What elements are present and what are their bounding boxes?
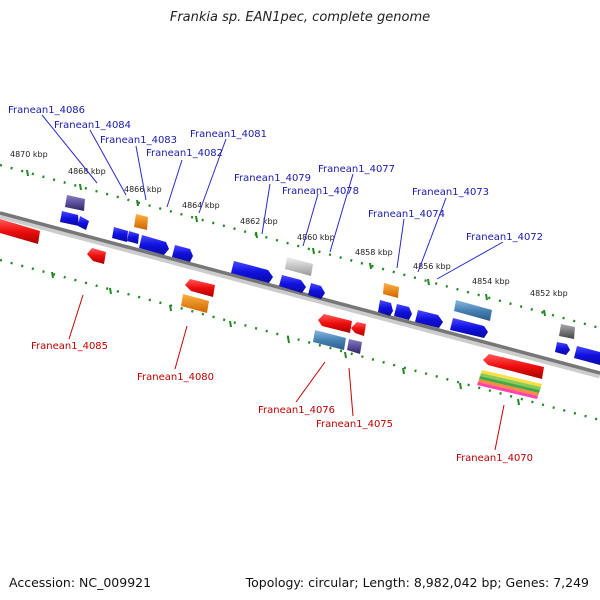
scale-label-4870: 4870 kbp xyxy=(10,150,48,159)
gene-feature-purple[interactable] xyxy=(347,339,362,354)
genome-backbone-shadow xyxy=(0,211,600,379)
gene-feature-gray[interactable] xyxy=(285,257,313,276)
gene-reverse[interactable] xyxy=(0,219,40,244)
gene-forward[interactable] xyxy=(231,261,273,283)
genome-summary-text: Topology: circular; Length: 8,982,042 bp… xyxy=(245,575,589,590)
gene-forward[interactable] xyxy=(78,216,89,230)
scale-label-4854: 4854 kbp xyxy=(472,277,510,286)
gene-label-franean1-4082[interactable]: Franean1_4082 xyxy=(146,148,223,159)
gene-reverse[interactable] xyxy=(87,248,106,264)
gene-forward[interactable] xyxy=(127,231,139,244)
gene-reverse[interactable] xyxy=(318,314,352,333)
gene-forward[interactable] xyxy=(308,283,325,299)
gene-label-franean1-4073[interactable]: Franean1_4073 xyxy=(412,187,489,198)
gene-label-franean1-4085[interactable]: Franean1_4085 xyxy=(31,341,108,352)
scale-line-upper xyxy=(0,163,600,330)
leader-lines-reverse xyxy=(68,294,505,451)
gene-forward[interactable] xyxy=(172,245,193,262)
scale-label-4856: 4856 kbp xyxy=(413,262,451,271)
gene-label-franean1-4072[interactable]: Franean1_4072 xyxy=(466,232,543,243)
gene-label-franean1-4083[interactable]: Franean1_4083 xyxy=(100,135,177,146)
gene-label-franean1-4070[interactable]: Franean1_4070 xyxy=(456,453,533,464)
gene-forward[interactable] xyxy=(139,235,169,255)
gene-label-franean1-4084[interactable]: Franean1_4084 xyxy=(54,120,131,131)
gene-reverse[interactable] xyxy=(351,322,366,336)
leader-lines-forward xyxy=(41,114,504,280)
scale-ticks-lower xyxy=(51,271,520,406)
genome-backbone xyxy=(0,211,600,375)
gene-reverse[interactable] xyxy=(185,279,215,297)
gene-feature-orange[interactable] xyxy=(181,294,209,313)
gene-forward[interactable] xyxy=(279,275,306,293)
gene-label-franean1-4074[interactable]: Franean1_4074 xyxy=(368,209,445,220)
gene-feature-orange[interactable] xyxy=(134,214,148,230)
gene-label-franean1-4075[interactable]: Franean1_4075 xyxy=(316,419,393,430)
gene-label-franean1-4078[interactable]: Franean1_4078 xyxy=(282,186,359,197)
gene-forward[interactable] xyxy=(415,310,443,328)
gene-feature-orange[interactable] xyxy=(383,283,399,298)
accession-text: Accession: NC_009921 xyxy=(9,575,152,590)
gene-label-franean1-4086[interactable]: Franean1_4086 xyxy=(8,105,85,116)
gene-feature-rrna-stack[interactable] xyxy=(477,370,542,399)
gene-feature-steel[interactable] xyxy=(454,300,492,321)
gene-reverse[interactable] xyxy=(483,354,544,379)
scale-label-4852: 4852 kbp xyxy=(530,289,568,298)
gene-feature-steel[interactable] xyxy=(313,330,346,350)
scale-label-4866: 4866 kbp xyxy=(124,185,162,194)
scale-ticks-upper xyxy=(26,169,546,317)
gene-forward[interactable] xyxy=(574,346,600,365)
gene-label-franean1-4077[interactable]: Franean1_4077 xyxy=(318,164,395,175)
gene-forward[interactable] xyxy=(394,304,412,320)
scale-label-4860: 4860 kbp xyxy=(297,233,335,242)
scale-label-4868: 4868 kbp xyxy=(68,167,106,176)
gene-forward[interactable] xyxy=(378,300,393,316)
scale-line-lower xyxy=(0,258,600,422)
gene-feature-purple[interactable] xyxy=(65,195,85,211)
scale-label-4864: 4864 kbp xyxy=(182,201,220,210)
gene-label-franean1-4081[interactable]: Franean1_4081 xyxy=(190,129,267,140)
gene-forward[interactable] xyxy=(555,342,570,355)
gene-forward[interactable] xyxy=(60,211,79,226)
gene-forward[interactable] xyxy=(450,318,488,338)
gene-feature-dark[interactable] xyxy=(559,324,575,339)
gene-label-franean1-4079[interactable]: Franean1_4079 xyxy=(234,173,311,184)
map-title: Frankia sp. EAN1pec, complete genome xyxy=(169,10,431,25)
gene-label-franean1-4076[interactable]: Franean1_4076 xyxy=(258,405,335,416)
scale-label-4858: 4858 kbp xyxy=(355,248,393,257)
scale-label-4862: 4862 kbp xyxy=(240,217,278,226)
gene-forward[interactable] xyxy=(112,227,128,242)
gene-label-franean1-4080[interactable]: Franean1_4080 xyxy=(137,372,214,383)
